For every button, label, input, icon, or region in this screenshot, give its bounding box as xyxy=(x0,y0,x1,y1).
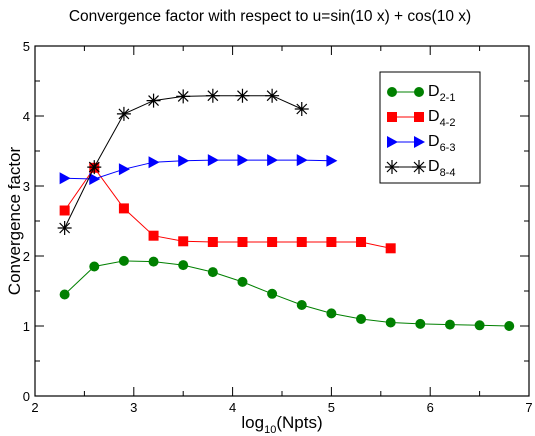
x-axis-label: log10(Npts) xyxy=(241,413,322,436)
series-line-6-3 xyxy=(64,159,332,180)
legend-marker xyxy=(387,136,398,148)
legend-label-name: D xyxy=(428,133,440,150)
data-point-2-1 xyxy=(415,318,426,329)
x-tick-label: 5 xyxy=(328,400,335,415)
x-tick-label: 2 xyxy=(31,400,38,415)
series-2-1 xyxy=(59,255,515,331)
legend-marker xyxy=(412,160,426,174)
legend-item: D6-3 xyxy=(387,133,455,154)
data-point-4-2 xyxy=(237,237,248,247)
data-point-6-3 xyxy=(89,173,101,185)
data-point-2-1 xyxy=(148,256,159,267)
y-axis-label: Convergence factor xyxy=(5,146,24,295)
data-point-2-1 xyxy=(356,314,367,324)
data-point-4-2 xyxy=(178,236,189,247)
legend-label-name: D xyxy=(428,158,440,175)
data-point-8-4 xyxy=(205,88,220,103)
x-tick-label: 6 xyxy=(427,400,434,415)
chart-title: Convergence factor with respect to u=sin… xyxy=(69,8,471,25)
data-point-2-1 xyxy=(237,276,248,287)
legend-marker xyxy=(387,112,397,122)
data-point-4-2 xyxy=(118,203,129,214)
data-point-2-1 xyxy=(118,255,129,266)
legend-label-subscript: 6-3 xyxy=(440,142,456,154)
y-tick-label: 3 xyxy=(23,179,30,194)
data-point-2-1 xyxy=(178,260,189,271)
data-point-2-1 xyxy=(444,319,455,330)
data-point-6-3 xyxy=(237,154,249,167)
legend-item: D8-4 xyxy=(385,158,455,179)
data-point-4-2 xyxy=(207,237,218,247)
legend-item: D4-2 xyxy=(387,108,455,129)
y-tick-label: 1 xyxy=(23,319,30,334)
x-axis-label-base: log xyxy=(241,413,264,432)
data-point-2-1 xyxy=(59,289,70,300)
legend-marker xyxy=(387,87,397,97)
data-point-2-1 xyxy=(207,267,218,278)
series-4-2 xyxy=(59,162,396,254)
y-tick-label: 4 xyxy=(23,109,30,124)
legend-label-subscript: 2-1 xyxy=(440,92,456,104)
legend-label: D6-3 xyxy=(428,133,455,154)
data-point-6-3 xyxy=(207,154,219,167)
data-point-6-3 xyxy=(118,163,130,176)
data-point-6-3 xyxy=(178,154,190,167)
series-layer xyxy=(57,88,515,331)
data-point-2-1 xyxy=(385,317,396,328)
x-axis-label-rest: (Npts) xyxy=(276,413,322,432)
data-point-8-4 xyxy=(176,89,191,104)
x-tick-label: 4 xyxy=(229,400,236,415)
data-point-2-1 xyxy=(504,321,515,331)
legend-label-subscript: 4-2 xyxy=(440,117,456,129)
legend: D2-1D4-2D6-3D8-4 xyxy=(379,71,481,184)
data-point-6-3 xyxy=(267,154,279,167)
data-point-6-3 xyxy=(59,172,71,185)
data-point-6-3 xyxy=(296,154,308,167)
legend-label-name: D xyxy=(428,108,440,125)
data-point-8-4 xyxy=(294,102,309,116)
data-point-4-2 xyxy=(296,237,307,247)
data-point-4-2 xyxy=(385,243,396,254)
legend-label-subscript: 8-4 xyxy=(440,167,456,179)
y-tick-label: 5 xyxy=(23,39,30,54)
series-8-4 xyxy=(57,88,309,235)
data-point-8-4 xyxy=(235,88,250,103)
data-point-6-3 xyxy=(148,156,160,169)
y-tick-label: 2 xyxy=(23,249,30,264)
legend-label-name: D xyxy=(428,83,440,100)
data-point-8-4 xyxy=(57,221,72,235)
data-point-8-4 xyxy=(87,160,102,175)
series-6-3 xyxy=(59,154,338,185)
legend-label: D2-1 xyxy=(428,83,455,104)
y-tick-label: 0 xyxy=(23,389,30,404)
legend-marker xyxy=(414,87,424,97)
series-line-2-1 xyxy=(64,260,510,327)
data-point-4-2 xyxy=(267,237,278,247)
legend-label: D8-4 xyxy=(428,158,455,179)
x-axis-label-subscript: 10 xyxy=(264,424,276,436)
legend-label: D4-2 xyxy=(428,108,455,129)
series-line-4-2 xyxy=(64,166,391,249)
data-point-2-1 xyxy=(296,300,307,310)
data-point-8-4 xyxy=(116,106,131,121)
data-point-2-1 xyxy=(326,308,337,319)
data-point-4-2 xyxy=(326,237,337,247)
data-point-2-1 xyxy=(474,320,485,331)
x-tick-label: 7 xyxy=(525,400,532,415)
data-point-4-2 xyxy=(356,237,367,247)
data-point-6-3 xyxy=(326,154,338,167)
data-point-2-1 xyxy=(89,261,100,272)
axis-ticks: 2 3 4 5 6 7 0 1 2 3 4 5 xyxy=(23,39,533,415)
data-point-4-2 xyxy=(59,205,70,216)
legend-item: D2-1 xyxy=(387,83,455,104)
data-point-4-2 xyxy=(148,230,159,241)
data-point-2-1 xyxy=(267,288,278,299)
data-point-8-4 xyxy=(265,88,280,103)
data-point-8-4 xyxy=(146,93,161,108)
x-tick-label: 3 xyxy=(130,400,137,415)
legend-marker xyxy=(414,136,425,148)
legend-marker xyxy=(414,112,424,122)
legend-marker xyxy=(385,160,399,174)
